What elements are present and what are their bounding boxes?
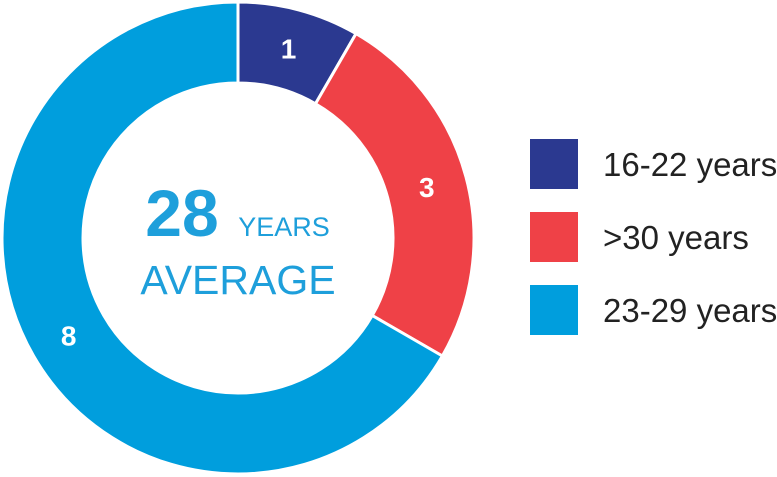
- donut-slices: [0, 0, 476, 476]
- center-average-value: 28: [145, 176, 218, 250]
- slice-data-label: 3: [419, 172, 435, 203]
- slice-data-label: 8: [61, 320, 77, 351]
- legend-label: 23-29 years: [603, 292, 777, 329]
- slice-labels: 1 3 8: [61, 34, 435, 352]
- legend-label: 16-22 years: [603, 146, 777, 183]
- legend-item: >30 years: [530, 212, 749, 262]
- legend-swatch: [530, 212, 578, 262]
- slice-data-label: 1: [281, 34, 297, 65]
- legend: 16-22 years >30 years 23-29 years: [530, 139, 777, 335]
- center-average-caption: AVERAGE: [140, 257, 335, 303]
- donut-slice-2: [313, 31, 476, 359]
- legend-item: 16-22 years: [530, 139, 777, 189]
- legend-swatch: [530, 285, 578, 335]
- legend-label: >30 years: [603, 219, 749, 256]
- legend-swatch: [530, 139, 578, 189]
- legend-item: 23-29 years: [530, 285, 777, 335]
- donut-slice-3: [0, 0, 445, 476]
- center-average-unit: YEARS: [238, 212, 330, 242]
- center-annotation: 28 YEARS AVERAGE: [140, 176, 335, 303]
